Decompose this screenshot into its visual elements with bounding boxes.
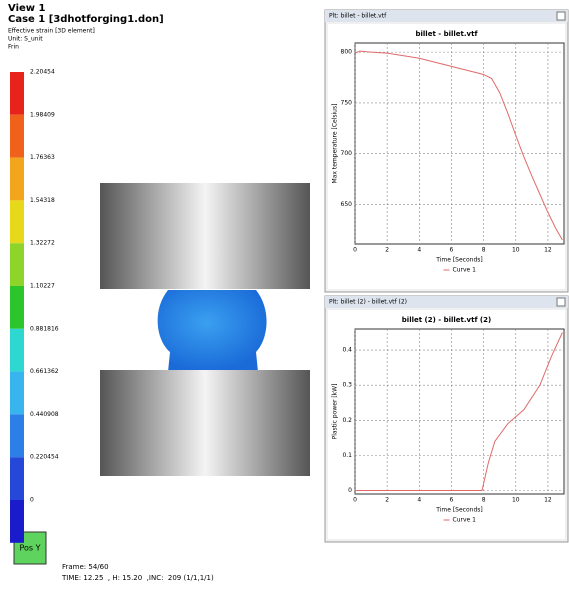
legend-value: 0.440908 xyxy=(30,411,59,418)
color-band xyxy=(10,158,24,201)
legend-value: 1.32272 xyxy=(30,240,55,247)
x-tick-label: 0 xyxy=(353,497,357,504)
plot-area xyxy=(355,43,564,244)
color-band xyxy=(10,414,24,457)
legend-value: 1.10227 xyxy=(30,283,55,290)
window-title: Plt: billet - billet.vtf xyxy=(329,13,387,20)
y-tick-label: 700 xyxy=(341,150,353,157)
y-tick-label: 0.2 xyxy=(342,417,352,424)
screen: View 1 Case 1 [3dhotforging1.don] Effect… xyxy=(0,0,569,590)
color-band xyxy=(10,243,24,286)
color-band xyxy=(10,372,24,415)
x-axis-label: Time [Seconds] xyxy=(435,257,482,264)
y-tick-label: 0.4 xyxy=(342,347,352,354)
legend-value: 0.881816 xyxy=(30,325,59,332)
chart-title: billet - billet.vtf xyxy=(416,30,479,38)
legend-value: 0.661362 xyxy=(30,368,59,375)
legend-label: Curve 1 xyxy=(453,267,477,274)
y-tick-label: 0.1 xyxy=(342,452,352,459)
x-tick-label: 8 xyxy=(482,247,486,254)
legend-label: Curve 1 xyxy=(453,517,477,524)
variable: Effective strain [3D element] xyxy=(8,28,95,35)
color-band xyxy=(10,500,24,543)
orientation-label: Pos Y xyxy=(19,544,40,553)
close-button[interactable] xyxy=(557,12,565,20)
y-tick-label: 750 xyxy=(341,99,353,106)
time: TIME: 12.25 , H: 15.20 ,INC: 209 (1/1,1/… xyxy=(61,574,214,582)
close-button[interactable] xyxy=(557,298,565,306)
color-band xyxy=(10,72,24,115)
window-title: Plt: billet (2) - billet.vtf (2) xyxy=(329,299,407,306)
x-tick-label: 2 xyxy=(385,497,389,504)
legend-value: 0 xyxy=(30,497,34,504)
color-band xyxy=(10,200,24,243)
y-tick-label: 0 xyxy=(348,487,352,494)
y-tick-label: 800 xyxy=(341,49,353,56)
y-tick-label: 0.3 xyxy=(342,382,352,389)
y-axis-label: Plastic power [kW] xyxy=(332,384,339,440)
color-band xyxy=(10,286,24,329)
x-tick-label: 6 xyxy=(450,247,454,254)
x-tick-label: 4 xyxy=(417,497,421,504)
color-band xyxy=(10,457,24,500)
legend-value: 1.98409 xyxy=(30,111,55,118)
color-band xyxy=(10,329,24,372)
top-die xyxy=(100,183,310,289)
unit: Unit: S_unit xyxy=(8,36,43,43)
mode: Frin xyxy=(8,44,19,51)
x-tick-label: 4 xyxy=(417,247,421,254)
x-tick-label: 8 xyxy=(482,497,486,504)
legend-value: 1.76363 xyxy=(30,154,55,161)
plot-area xyxy=(355,329,564,494)
x-axis-label: Time [Seconds] xyxy=(435,507,482,514)
bottom-die xyxy=(100,370,310,476)
x-tick-label: 10 xyxy=(512,247,520,254)
legend-value: 1.54318 xyxy=(30,197,55,204)
x-tick-label: 6 xyxy=(450,497,454,504)
legend-value: 2.20454 xyxy=(30,69,55,76)
y-axis-label: Max temperature [Celsius] xyxy=(332,104,339,184)
chart-title: billet (2) - billet.vtf (2) xyxy=(402,316,491,324)
x-tick-label: 10 xyxy=(512,497,520,504)
x-tick-label: 2 xyxy=(385,247,389,254)
billet xyxy=(158,290,267,372)
x-tick-label: 12 xyxy=(544,497,552,504)
legend-value: 0.220454 xyxy=(30,454,59,461)
view-title: View 1 xyxy=(8,3,45,14)
frame: Frame: 54/60 xyxy=(62,563,109,571)
case-name: Case 1 [3dhotforging1.don] xyxy=(8,14,164,25)
y-tick-label: 650 xyxy=(341,201,353,208)
color-band xyxy=(10,115,24,158)
x-tick-label: 0 xyxy=(353,247,357,254)
x-tick-label: 12 xyxy=(544,247,552,254)
